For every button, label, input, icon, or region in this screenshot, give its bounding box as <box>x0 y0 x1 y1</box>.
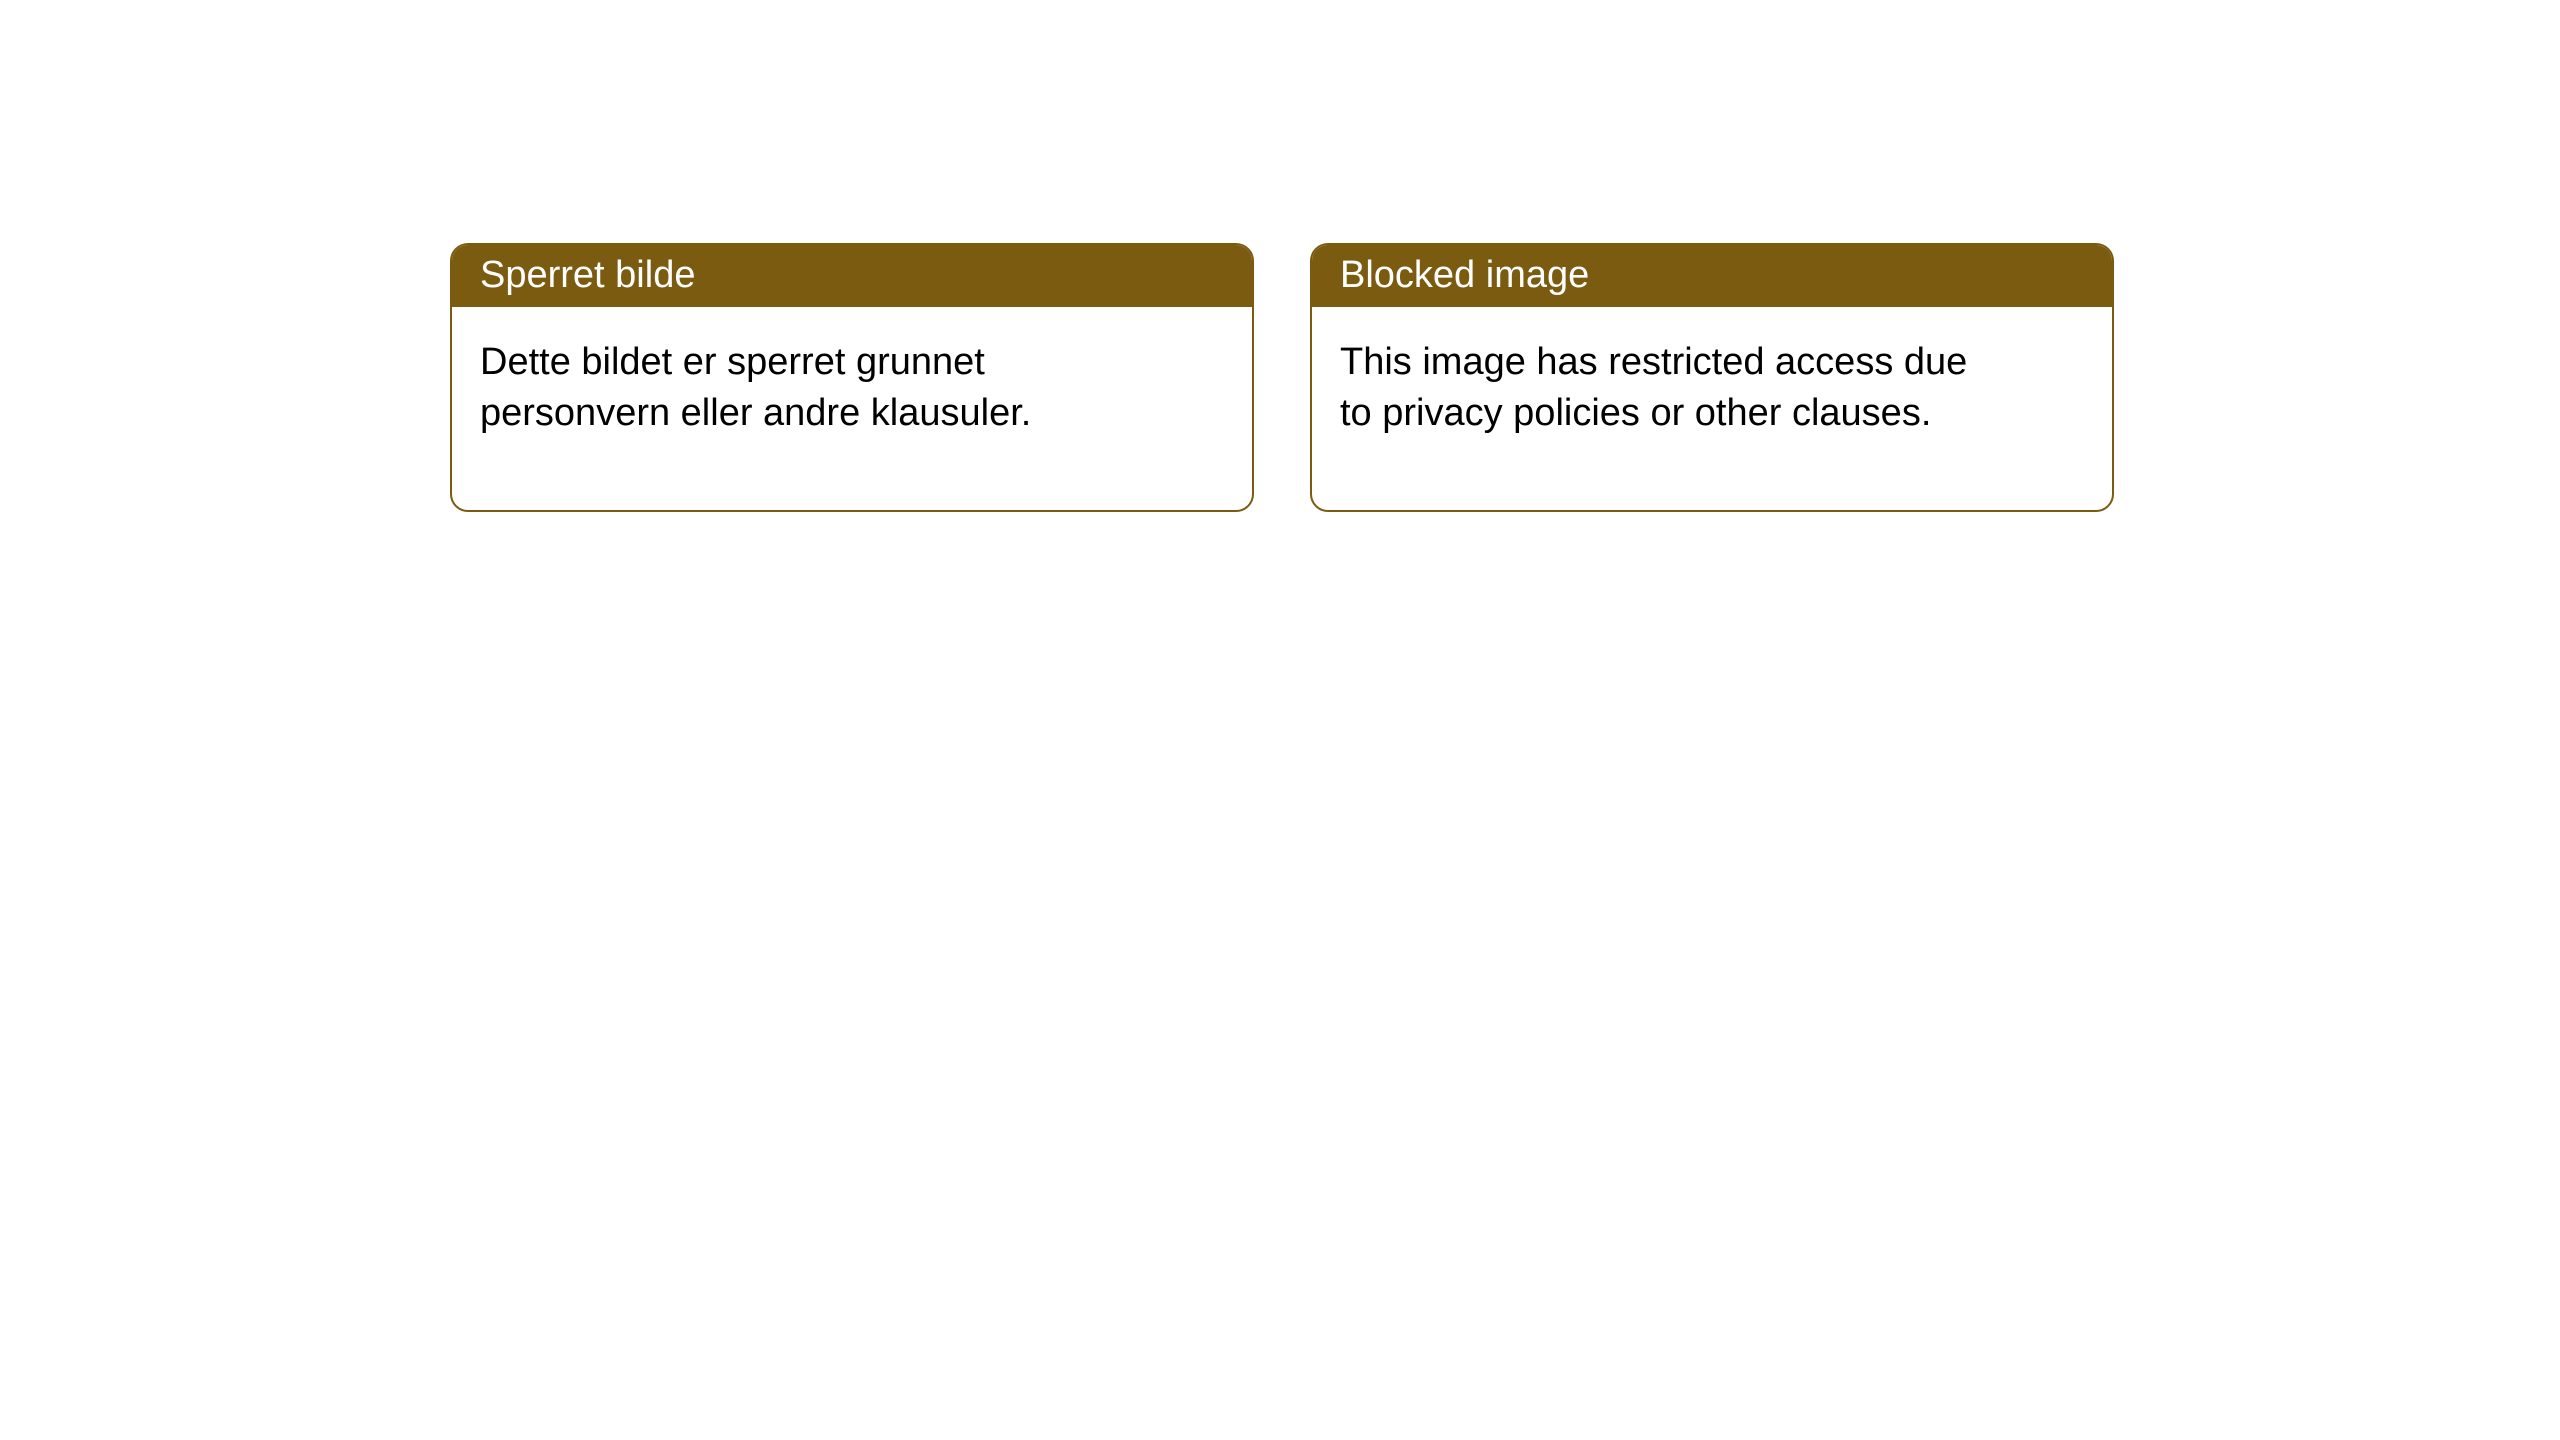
notice-card-no: Sperret bilde Dette bildet er sperret gr… <box>450 243 1254 512</box>
notice-container: Sperret bilde Dette bildet er sperret gr… <box>450 243 2114 512</box>
notice-body-no: Dette bildet er sperret grunnet personve… <box>452 307 1152 510</box>
notice-header-no: Sperret bilde <box>452 245 1252 307</box>
notice-body-en: This image has restricted access due to … <box>1312 307 2012 510</box>
notice-card-en: Blocked image This image has restricted … <box>1310 243 2114 512</box>
notice-header-en: Blocked image <box>1312 245 2112 307</box>
